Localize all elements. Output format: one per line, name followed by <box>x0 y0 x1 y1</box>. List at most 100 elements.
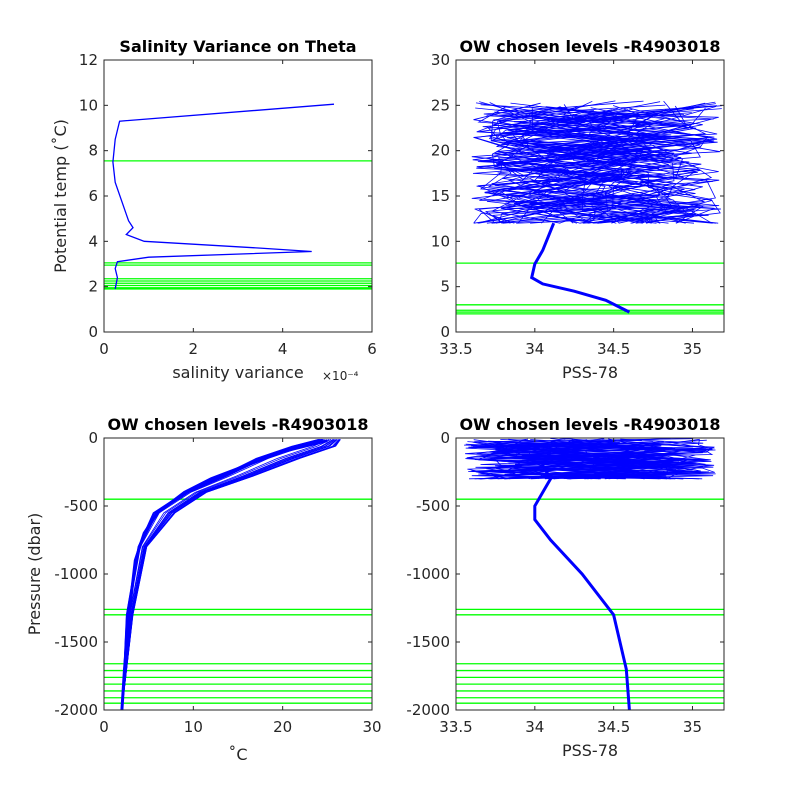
x-tick-label: 4 <box>278 340 288 358</box>
y-tick-label: 15 <box>431 187 450 205</box>
x-tick-labels: 0 10 20 30 <box>99 438 382 736</box>
y-tick-label: -2000 <box>54 701 98 719</box>
profile-line <box>478 115 703 224</box>
profile-line <box>496 108 675 224</box>
profile-line <box>121 439 334 711</box>
profile-line <box>121 439 325 711</box>
x-tick-label: 33.5 <box>439 718 472 736</box>
x-tick-label: 0 <box>99 718 109 736</box>
y-tick-labels: -2000 -1500 -1000 -500 0 <box>54 429 372 719</box>
profile-line <box>486 101 716 224</box>
profile-line <box>112 103 335 290</box>
profile-line <box>121 439 336 711</box>
chart-title: OW chosen levels -R4903018 <box>107 415 368 434</box>
profile-line <box>473 115 720 224</box>
profile-line <box>479 101 713 224</box>
y-tick-labels: 0 5 10 15 20 25 30 <box>431 51 724 341</box>
y-tick-label: 0 <box>440 323 450 341</box>
level-lines <box>456 262 724 315</box>
profile-line <box>505 103 716 224</box>
panel-salinity-variance: 0 2 4 6 0 2 4 6 8 10 12 Salinity Variance on Thet… <box>51 37 377 383</box>
profile-line <box>477 109 690 224</box>
x-tick-labels: 33.5 34 34.5 35 <box>439 438 702 736</box>
y-tick-label: 10 <box>431 232 450 250</box>
chart-title: OW chosen levels -R4903018 <box>459 415 720 434</box>
profile-bundle <box>121 439 341 711</box>
y-tick-label: -1000 <box>54 565 98 583</box>
x-tick-labels: 33.5 34 34.5 35 <box>439 60 702 358</box>
profile-line <box>487 112 692 224</box>
chart-title: OW chosen levels -R4903018 <box>459 37 720 56</box>
profile-line <box>506 105 695 224</box>
level-lines <box>456 498 724 704</box>
y-tick-labels: -2000 -1500 -1000 -500 0 <box>406 429 724 719</box>
y-tick-label: -1500 <box>54 633 98 651</box>
profile-line <box>476 105 718 224</box>
profile-bundle <box>463 437 716 480</box>
y-tick-label: 30 <box>431 51 450 69</box>
x-tick-label: 0 <box>99 340 109 358</box>
profile-line <box>497 438 704 480</box>
profile-line <box>492 106 697 224</box>
profile-line <box>533 450 631 711</box>
x-tick-label: 20 <box>273 718 292 736</box>
y-tick-label: 4 <box>88 232 98 250</box>
y-axis-label: Pressure (dbar) <box>25 513 44 636</box>
profile-line <box>121 439 319 711</box>
profile-lines <box>533 450 631 711</box>
x-tick-label: 34.5 <box>597 718 630 736</box>
x-tick-label: 10 <box>184 718 203 736</box>
x-tick-label: 34 <box>525 718 544 736</box>
profile-line <box>121 439 323 711</box>
profile-lines <box>112 103 335 290</box>
profile-line <box>476 108 720 224</box>
x-tick-label: 34.5 <box>597 340 630 358</box>
profile-line <box>121 439 330 711</box>
profile-line <box>503 439 707 480</box>
x-axis-label: PSS-78 <box>562 741 618 760</box>
y-tick-label: 25 <box>431 96 450 114</box>
y-tick-label: -500 <box>416 497 450 515</box>
y-tick-label: -1500 <box>406 633 450 651</box>
level-lines <box>104 498 372 704</box>
y-tick-label: 0 <box>88 429 98 447</box>
x-tick-label: 2 <box>189 340 199 358</box>
y-axis-label: Potential temp (˚C) <box>51 119 70 273</box>
y-tick-label: 2 <box>88 278 98 296</box>
y-tick-label: 10 <box>79 96 98 114</box>
x-tick-label: 35 <box>683 340 702 358</box>
profile-line <box>490 104 721 224</box>
y-tick-label: 8 <box>88 142 98 160</box>
profile-line <box>517 443 649 480</box>
profile-line <box>477 106 682 224</box>
profile-bundle <box>471 100 722 224</box>
profile-line <box>466 441 700 480</box>
x-tick-labels: 0 2 4 6 <box>99 60 377 358</box>
y-tick-labels: 0 2 4 6 8 10 12 <box>79 51 372 341</box>
x-tick-label: 6 <box>367 340 377 358</box>
profile-line <box>473 102 710 224</box>
profile-line <box>121 439 338 711</box>
y-tick-label: 6 <box>88 187 98 205</box>
y-tick-label: 20 <box>431 142 450 160</box>
x-axis-label: salinity variance <box>172 363 303 382</box>
profile-lines <box>529 222 631 314</box>
y-tick-label: 0 <box>88 323 98 341</box>
y-tick-label: 5 <box>440 278 450 296</box>
y-tick-label: -1000 <box>406 565 450 583</box>
profile-line <box>121 439 321 711</box>
x-axis-label: ˚C <box>228 745 247 764</box>
profile-line <box>121 439 332 711</box>
y-tick-label: 0 <box>440 429 450 447</box>
y-tick-label: -2000 <box>406 701 450 719</box>
y-tick-label: -500 <box>64 497 98 515</box>
profile-line <box>479 102 721 224</box>
chart-title: Salinity Variance on Theta <box>119 37 356 56</box>
x-tick-label: 30 <box>362 718 381 736</box>
panel-salinity-theta: 33.5 34 34.5 35 0 5 10 15 20 25 30 OW chosen leve… <box>431 37 725 382</box>
y-tick-label: 12 <box>79 51 98 69</box>
panel-salinity-pressure: 33.5 34 34.5 35 -2000 -1500 -1000 -500 0 OW cho… <box>406 415 725 760</box>
profile-line <box>121 439 341 711</box>
level-lines <box>104 160 372 290</box>
